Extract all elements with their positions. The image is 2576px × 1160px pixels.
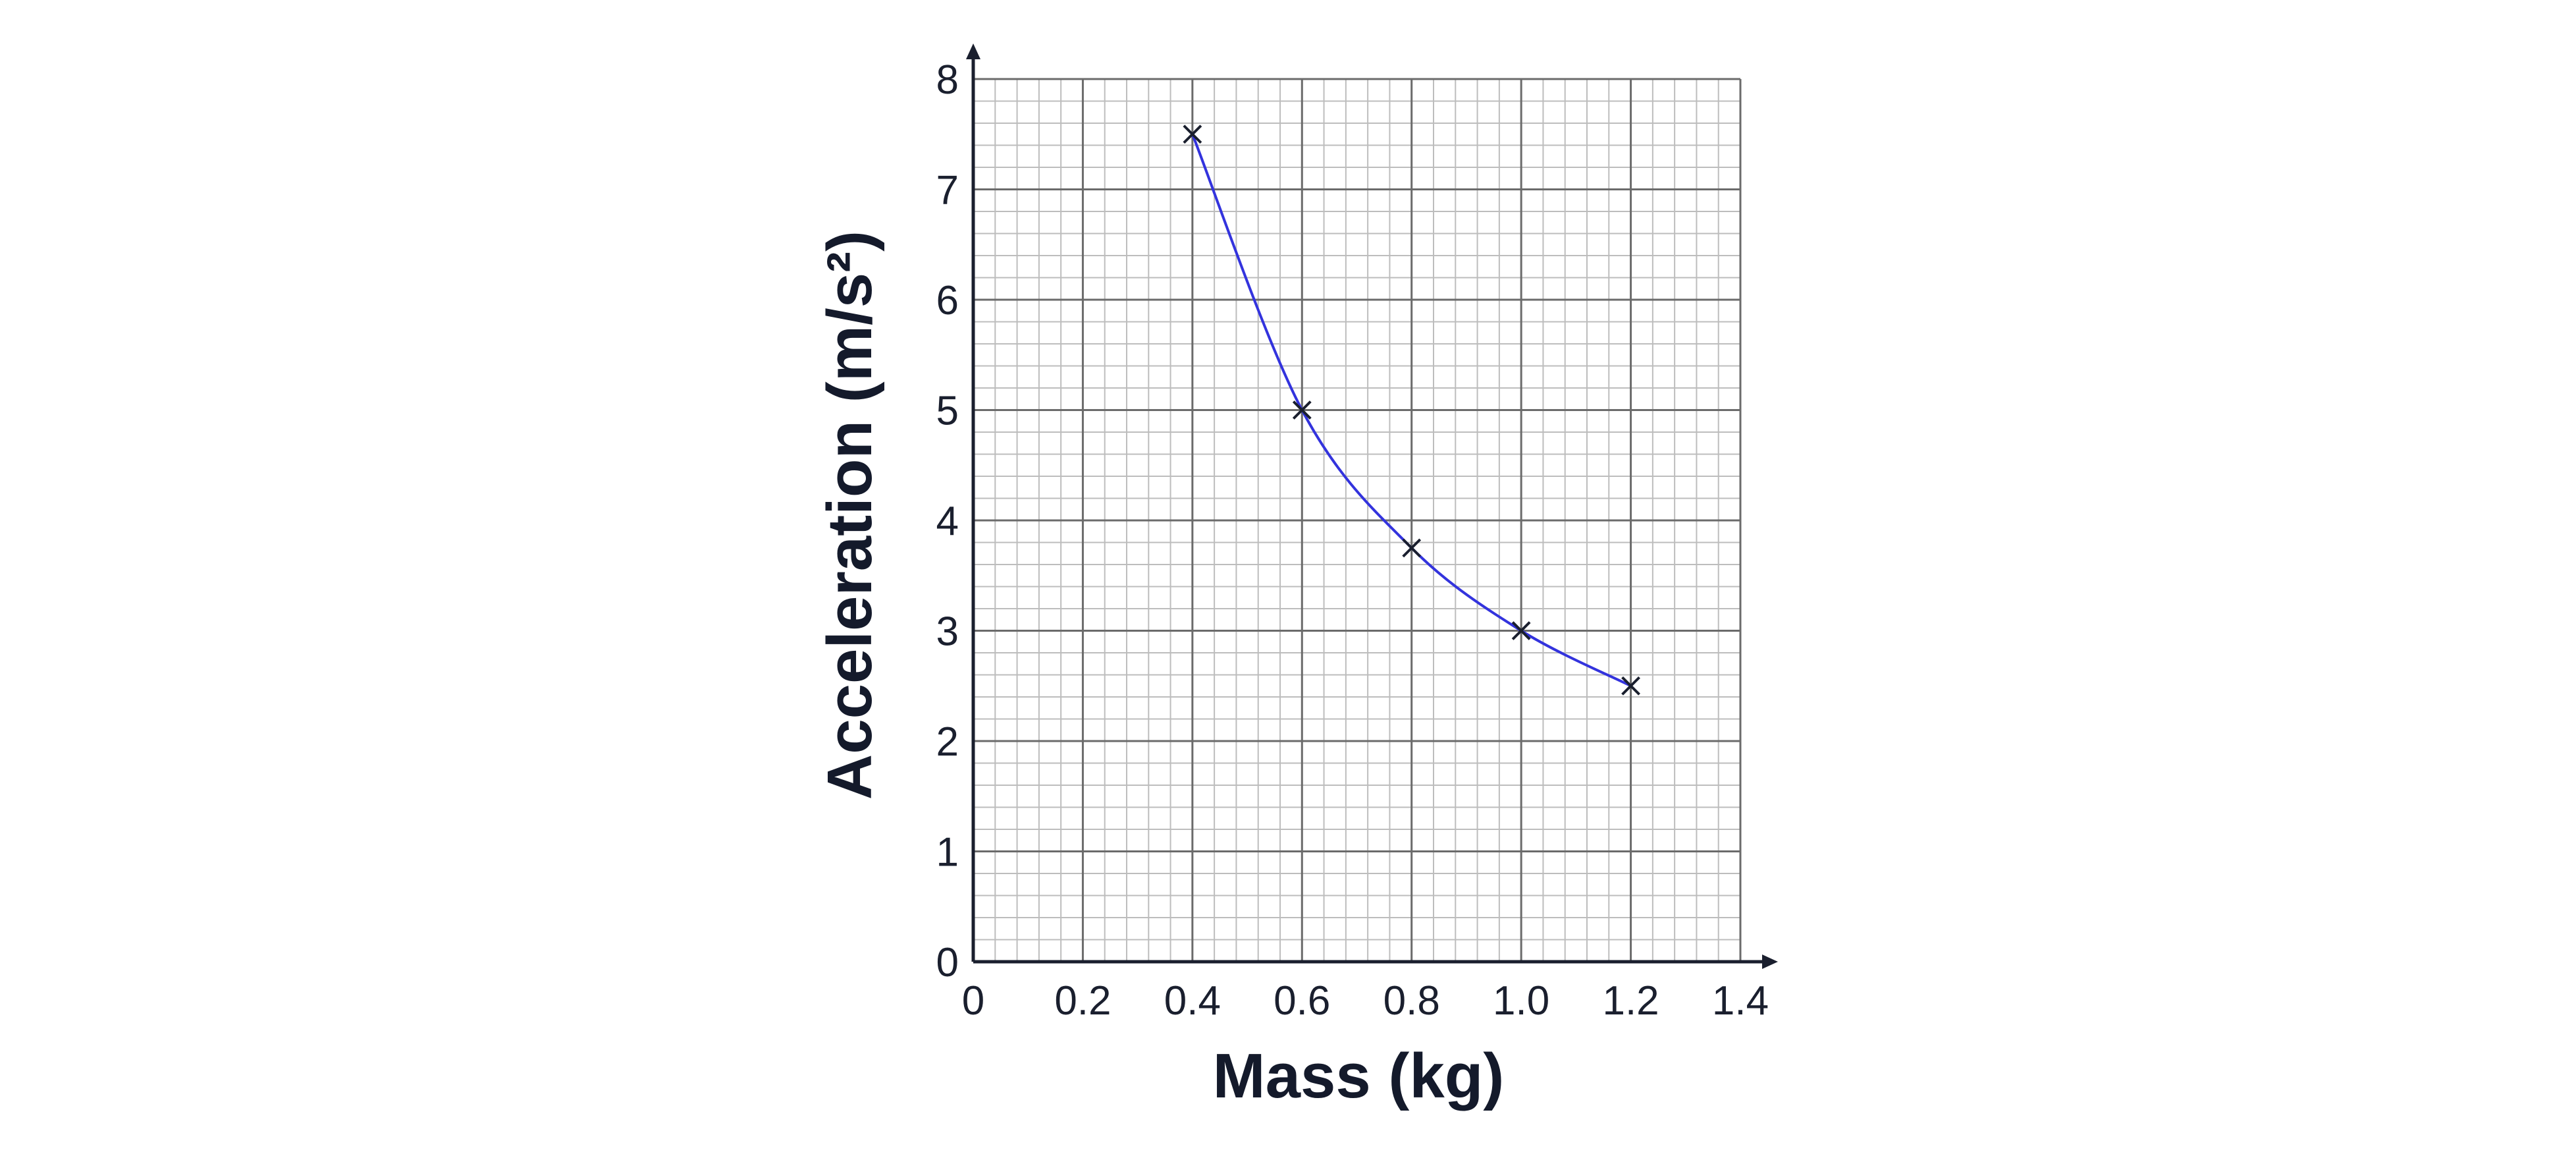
marker-stroke <box>1402 538 1422 558</box>
x-tick-label: 1.2 <box>1602 978 1659 1024</box>
x-tick-labels: 0 0.2 0.4 0.6 0.8 1.0 1.2 1.4 <box>962 978 1769 1024</box>
x-tick-label: 0 <box>962 978 984 1024</box>
axes <box>966 43 1778 969</box>
y-tick-label: 7 <box>936 168 959 213</box>
x-tick-label: 0.8 <box>1383 978 1440 1024</box>
data-point-x-marker <box>1183 124 1202 144</box>
y-axis-arrow-icon <box>966 43 980 59</box>
y-tick-label: 1 <box>936 830 959 875</box>
y-axis-title: Acceleration (m/s²) <box>815 231 885 800</box>
y-tick-label: 5 <box>936 389 959 434</box>
y-tick-label: 2 <box>936 719 959 765</box>
marker-stroke <box>1183 124 1202 144</box>
data-point-x-marker <box>1621 676 1640 696</box>
data-point-x-marker <box>1402 538 1422 558</box>
data-point-x-marker <box>1511 621 1531 640</box>
y-tick-label: 0 <box>936 940 959 985</box>
y-tick-label: 4 <box>936 499 959 544</box>
x-axis-title: Mass (kg) <box>1213 1041 1505 1111</box>
marker-stroke <box>1511 621 1531 640</box>
data-point-x-marker <box>1292 400 1312 420</box>
x-axis-arrow-icon <box>1762 954 1778 969</box>
fit-curve-layer <box>1191 134 1632 688</box>
y-tick-label: 8 <box>936 57 959 103</box>
y-tick-label: 3 <box>936 609 959 655</box>
data-points <box>1183 124 1640 696</box>
major-grid <box>973 78 1742 962</box>
y-tick-label: 6 <box>936 278 959 323</box>
x-tick-label: 0.2 <box>1054 978 1111 1024</box>
best-fit-curve <box>1191 134 1632 688</box>
y-tick-labels: 0 1 2 3 4 5 6 7 8 <box>936 57 959 985</box>
x-tick-label: 1.4 <box>1712 978 1769 1024</box>
marker-stroke <box>1292 400 1312 420</box>
x-tick-label: 1.0 <box>1493 978 1549 1024</box>
x-tick-label: 0.6 <box>1274 978 1330 1024</box>
x-tick-label: 0.4 <box>1164 978 1221 1024</box>
marker-stroke <box>1621 676 1640 696</box>
